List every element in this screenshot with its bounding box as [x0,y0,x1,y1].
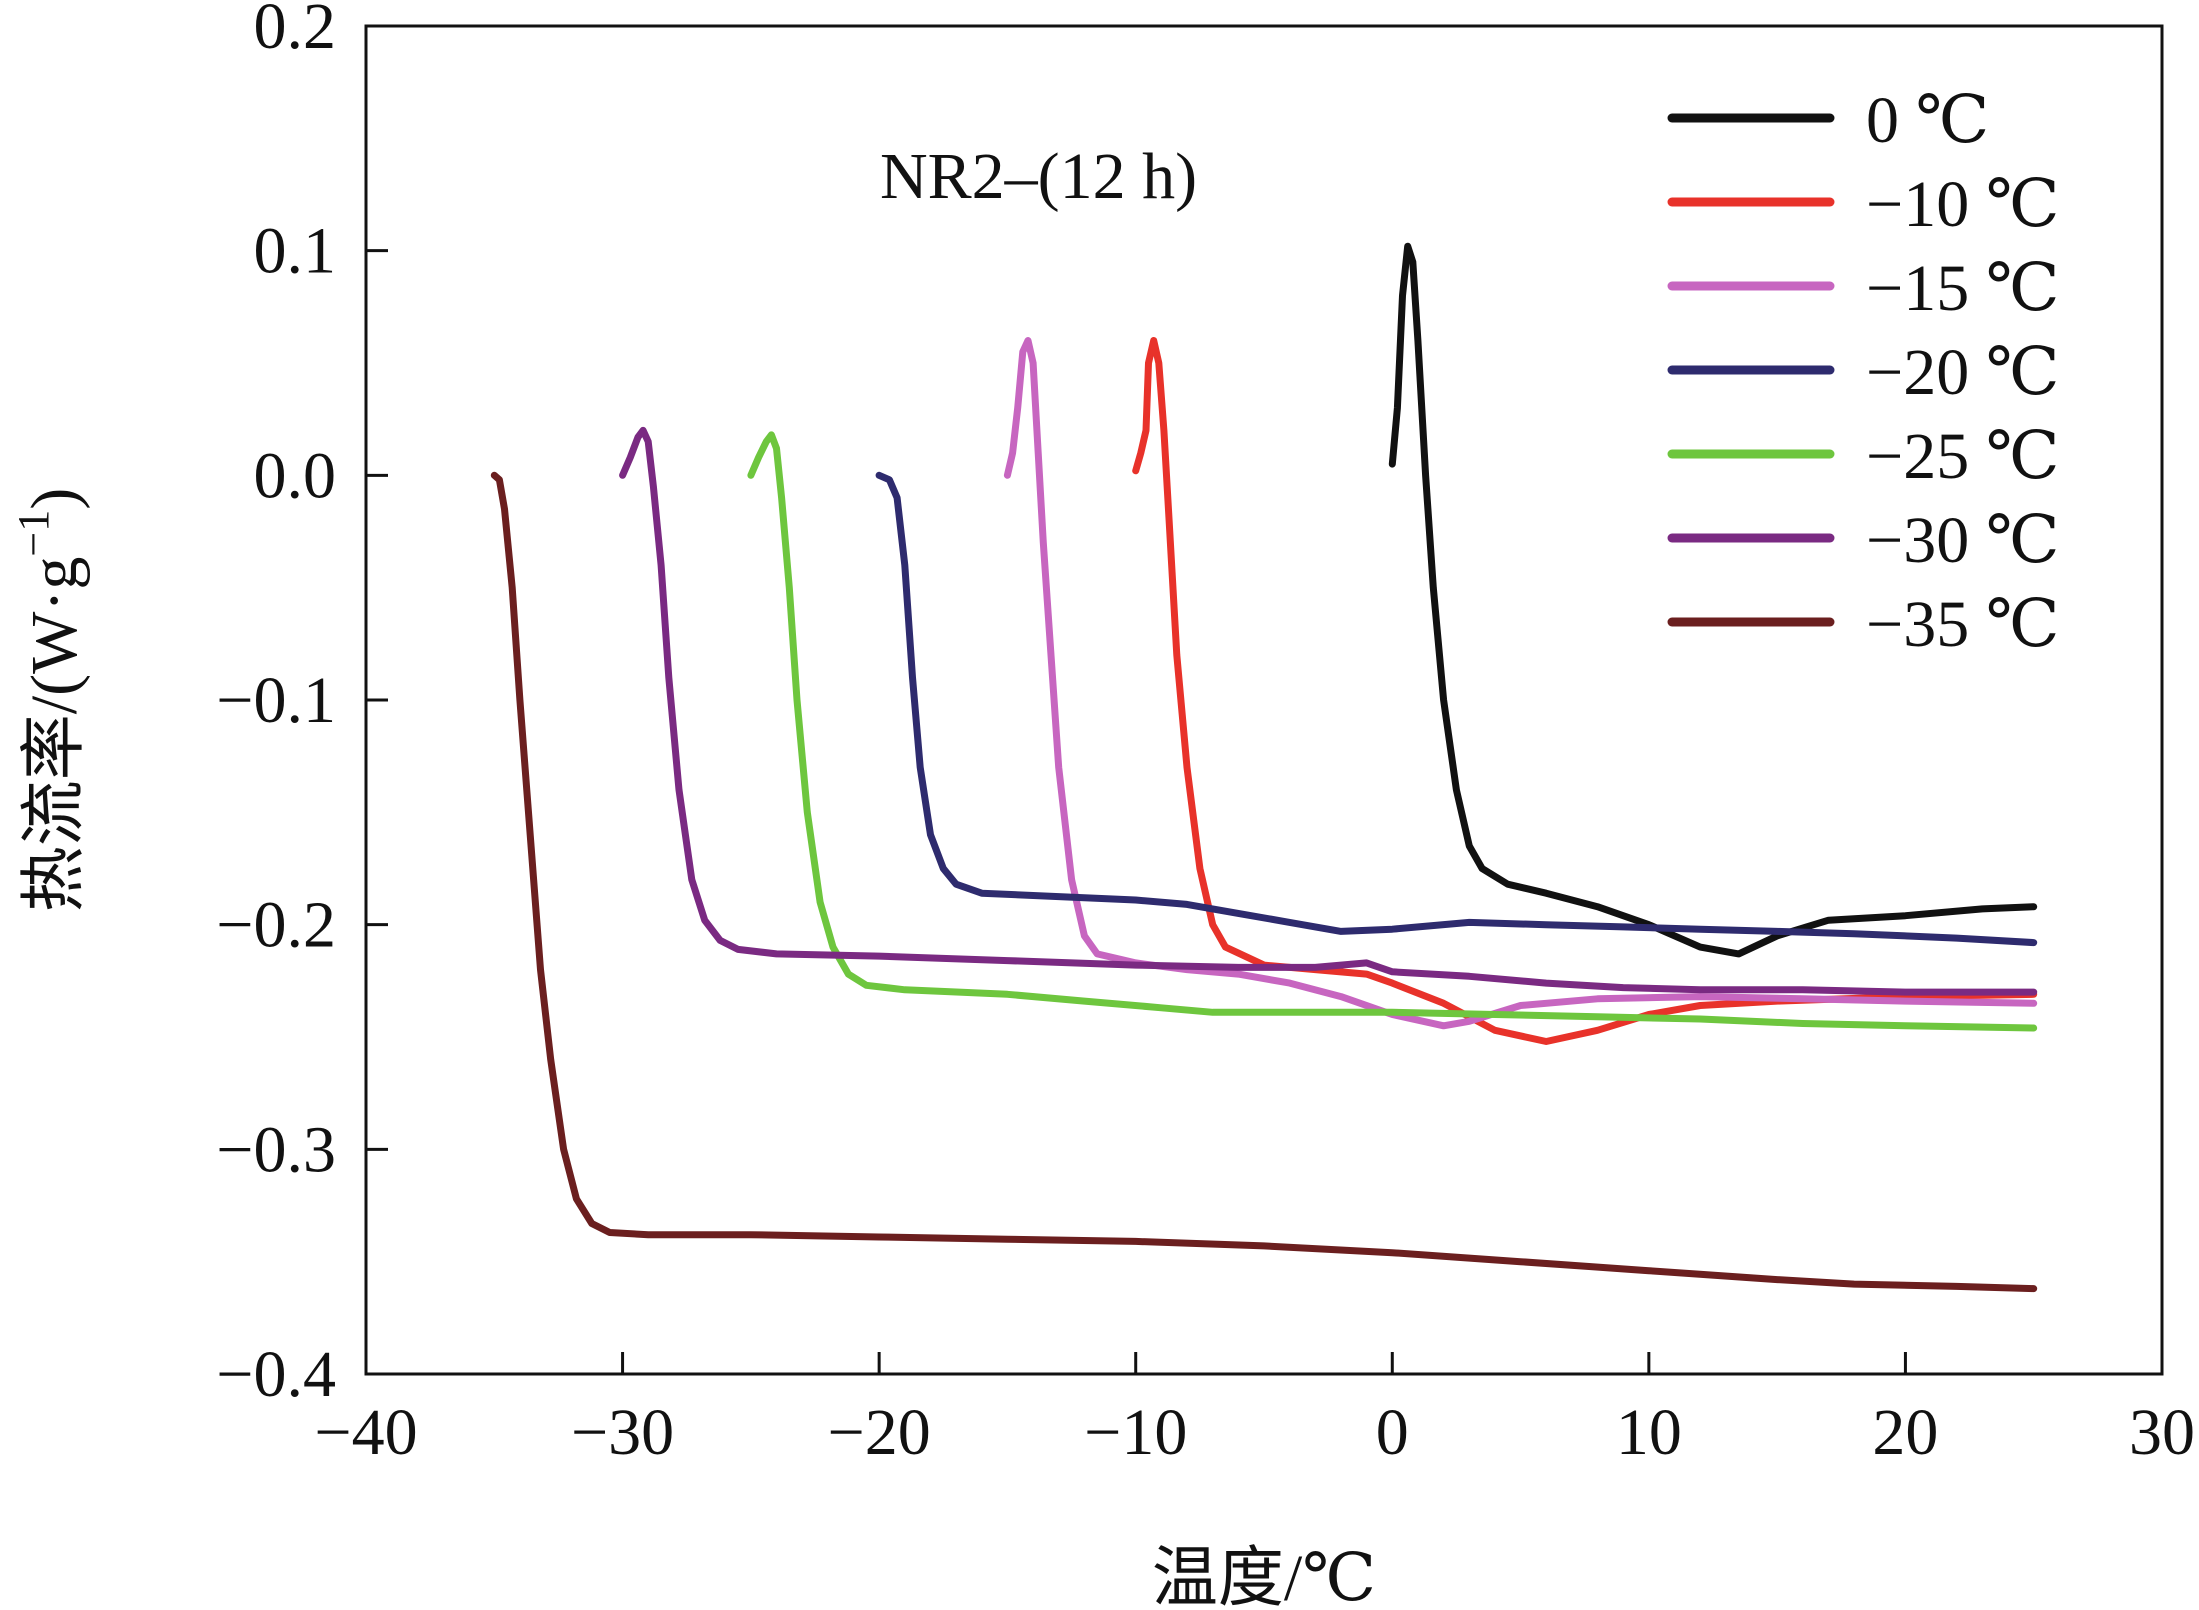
y-tick-label: 0.2 [254,0,337,63]
x-tick-label: 30 [2129,1396,2195,1469]
x-tick-label: −10 [1084,1396,1187,1469]
series-line-5 [619,426,2038,996]
legend-label: 0 ℃ [1866,84,1989,157]
x-tick-label: −40 [314,1396,417,1469]
y-axis-title-main: 热流率/(W·g [18,557,91,913]
x-tick-label: −30 [571,1396,674,1469]
legend-label: −35 ℃ [1866,588,2060,661]
x-tick-label: 20 [1872,1396,1938,1469]
series-line-4 [747,431,2038,1032]
series-line-6 [490,471,2038,1293]
series-line-3 [875,471,2038,947]
x-axis-title: 温度/℃ [1152,1542,1376,1610]
y-tick-label: 0.0 [254,439,337,512]
legend-label: −20 ℃ [1866,336,2060,409]
y-tick-label: −0.4 [216,1338,336,1411]
chart-annotation: NR2–(12 h) [880,140,1197,213]
y-axis-title: 热流率/(W·g−1) [9,488,91,912]
y-axis-title-tail: ) [18,488,91,510]
y-tick-label: −0.3 [216,1113,336,1186]
y-tick-label: −0.2 [216,889,336,962]
legend-label: −30 ℃ [1866,504,2060,577]
y-tick-label: −0.1 [216,664,336,737]
x-axis: −40 −30 −20 −10 0 10 20 30 [314,1352,2195,1469]
legend-label: −25 ℃ [1866,420,2060,493]
series-lines [490,242,2038,1293]
y-tick-label: 0.1 [254,215,337,288]
legend-label: −15 ℃ [1866,252,2060,325]
x-tick-label: −20 [828,1396,931,1469]
legend-label: −10 ℃ [1866,168,2060,241]
x-tick-label: 10 [1616,1396,1682,1469]
legend: 0 ℃ −10 ℃ −15 ℃ −20 ℃ −25 ℃ −30 ℃ −35 ℃ [1667,84,2060,661]
y-axis: 0.2 0.1 0.0 −0.1 −0.2 −0.3 −0.4 [216,0,388,1411]
x-tick-label: 0 [1376,1396,1409,1469]
y-axis-title-exponent: −1 [9,510,58,557]
